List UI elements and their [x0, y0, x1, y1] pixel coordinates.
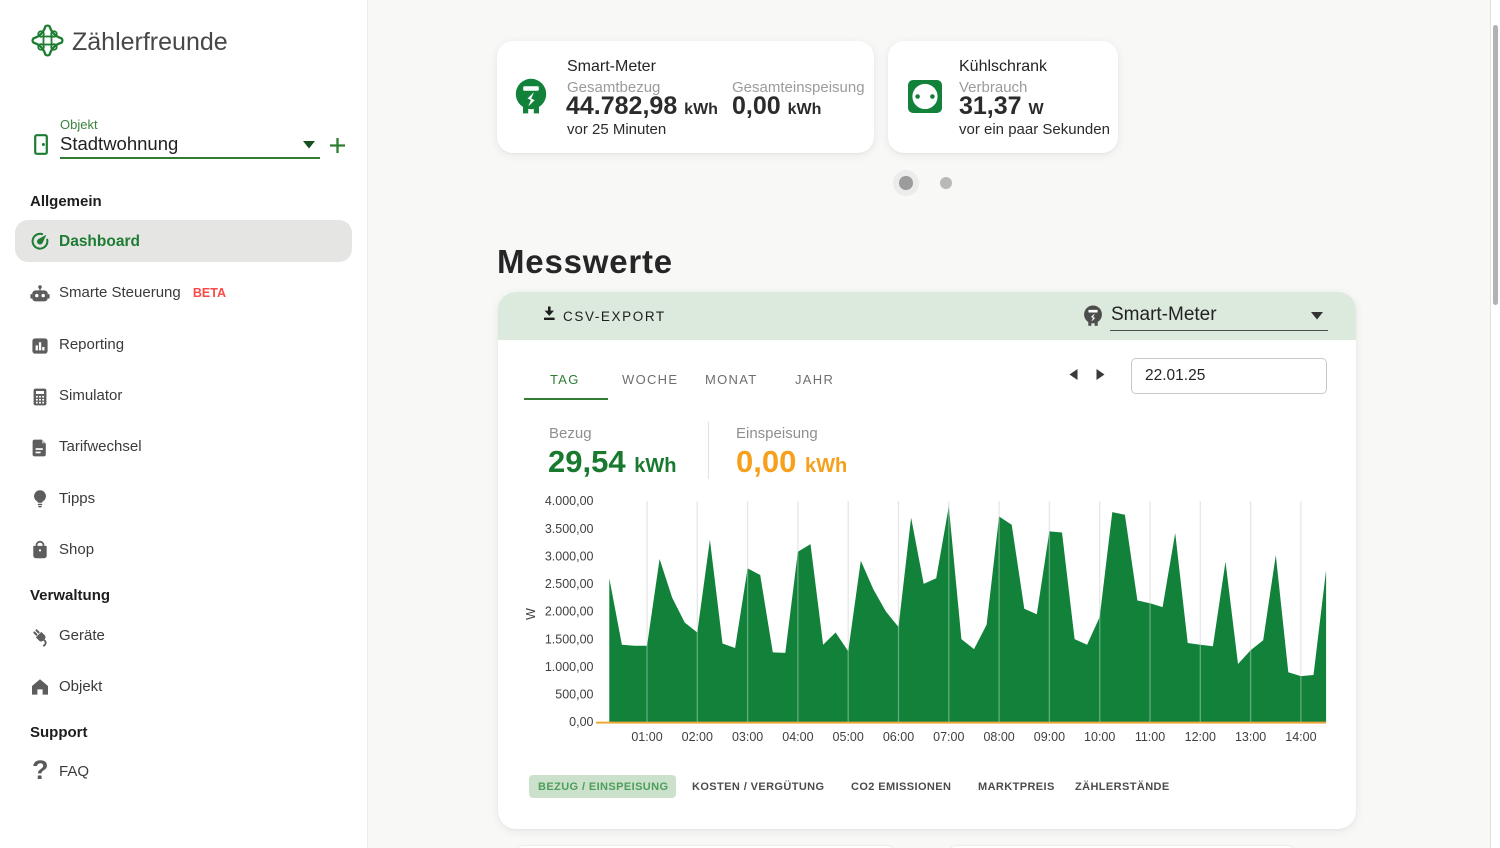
svg-text:4.000,00: 4.000,00 — [545, 494, 594, 508]
svg-text:01:00: 01:00 — [631, 730, 662, 744]
svg-text:0,00: 0,00 — [569, 715, 593, 729]
svg-text:500,00: 500,00 — [555, 688, 593, 702]
svg-text:2.000,00: 2.000,00 — [545, 605, 594, 619]
svg-text:07:00: 07:00 — [933, 730, 964, 744]
svg-text:11:00: 11:00 — [1135, 730, 1165, 744]
svg-text:05:00: 05:00 — [833, 730, 864, 744]
svg-text:3.500,00: 3.500,00 — [545, 522, 594, 536]
svg-text:03:00: 03:00 — [732, 730, 763, 744]
svg-text:09:00: 09:00 — [1034, 730, 1065, 744]
svg-text:10:00: 10:00 — [1084, 730, 1115, 744]
svg-text:12:00: 12:00 — [1185, 730, 1216, 744]
svg-text:3.000,00: 3.000,00 — [545, 549, 594, 563]
svg-text:06:00: 06:00 — [883, 730, 914, 744]
svg-text:13:00: 13:00 — [1235, 730, 1266, 744]
svg-text:02:00: 02:00 — [682, 730, 713, 744]
svg-text:W: W — [525, 608, 538, 620]
svg-text:08:00: 08:00 — [983, 730, 1014, 744]
svg-text:1.500,00: 1.500,00 — [545, 632, 594, 646]
svg-text:04:00: 04:00 — [782, 730, 813, 744]
svg-text:14:00: 14:00 — [1285, 730, 1316, 744]
svg-text:1.000,00: 1.000,00 — [545, 660, 594, 674]
svg-text:2.500,00: 2.500,00 — [545, 577, 594, 591]
